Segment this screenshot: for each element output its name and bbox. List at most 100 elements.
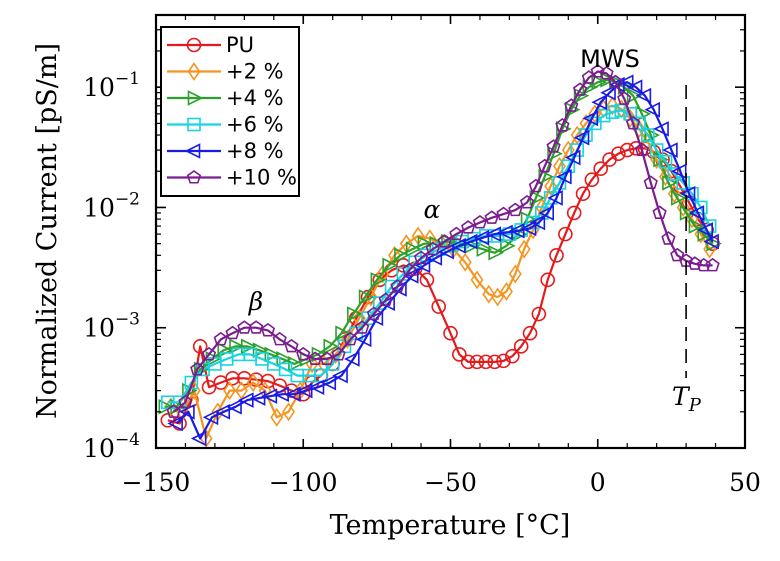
series-point [667,184,681,204]
series-point [599,65,614,80]
series-point [352,308,366,328]
series-point [402,262,417,277]
series-point [249,390,266,406]
legend-swatch-marker [187,117,201,132]
series-point [394,247,410,264]
series-point [470,270,484,290]
series-point [190,430,207,447]
legend-label: +4 % [226,86,284,110]
series-point [496,206,511,221]
series-point [237,320,252,334]
series-point [367,310,384,326]
series-point [564,149,581,166]
series-point [425,241,440,256]
legend-swatch-marker [187,62,201,81]
series-point [546,139,561,153]
series-point [358,289,375,305]
series-point [499,282,513,301]
series-point [201,346,217,361]
series-point [573,87,590,104]
series-point [600,84,616,101]
series-point [670,190,687,206]
series-point [335,325,351,342]
series-point [260,322,276,337]
series-point [582,79,599,95]
series-point [443,325,458,341]
series-point [555,118,570,132]
series-point [537,158,552,173]
series-point [390,279,405,293]
series-point [558,226,573,242]
series-point [308,379,325,396]
series-point [696,257,711,272]
series-point [323,338,340,355]
x-tick-label: 50 [729,468,761,497]
y-tick-label: 10−4 [83,430,140,463]
series-point [513,339,529,354]
series-point [343,331,358,346]
series-point [526,220,540,240]
series-point [276,351,292,367]
series-point [688,205,705,221]
legend-entry: +4 % [167,86,284,110]
series-point [229,338,245,355]
series-point [611,146,626,161]
series-point [414,257,431,274]
series-point [190,361,205,376]
series-point [331,346,346,361]
series-point [608,74,623,89]
series-point [158,399,175,415]
legend-entry: +6 % [167,113,284,137]
series-point [402,268,419,284]
series-point [617,91,632,105]
legend-box [160,26,300,197]
series-point [213,331,228,346]
series-point [606,96,619,116]
legend-label: +2 % [226,60,284,84]
series-point [249,320,264,334]
series-point [529,214,546,231]
series-point [344,351,360,367]
series-point [706,235,722,252]
series-point [519,194,535,209]
series-point [469,354,485,370]
series-point [296,382,313,399]
series-point [417,235,434,252]
series-point [522,325,538,341]
legend-label: PU [226,33,254,57]
series-point [508,202,523,217]
series-point [378,292,393,307]
beta-annotation: β [248,287,263,316]
legend-label: +6 % [226,113,284,137]
series-point [703,233,719,250]
series-point [461,220,476,234]
series-point [625,115,641,130]
series-point [461,233,478,250]
series-point [223,381,237,401]
series-point [644,101,661,118]
series-point [570,125,584,145]
series-point [238,392,254,408]
series-point [662,142,678,158]
series-point [419,272,435,288]
series-point [482,284,496,304]
series-point [547,145,563,162]
legend-entry: +8 % [167,139,284,163]
series-point [626,79,643,95]
series-point [284,338,299,353]
x-tick-label: −50 [424,468,477,497]
x-tick-label: 0 [590,468,606,497]
series-point [438,243,454,260]
series-point [552,156,566,176]
series-point [697,226,714,242]
series-point [697,222,714,238]
series-point [388,245,402,265]
series-point [347,306,363,322]
series-point [619,142,635,158]
series-point [473,229,490,246]
series-point [285,386,301,403]
series-point [540,272,555,288]
series-point [246,373,260,392]
series-point [670,247,685,262]
series-point [240,338,257,355]
